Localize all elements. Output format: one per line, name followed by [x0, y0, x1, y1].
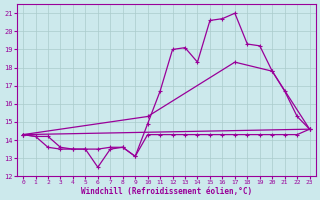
X-axis label: Windchill (Refroidissement éolien,°C): Windchill (Refroidissement éolien,°C): [81, 187, 252, 196]
